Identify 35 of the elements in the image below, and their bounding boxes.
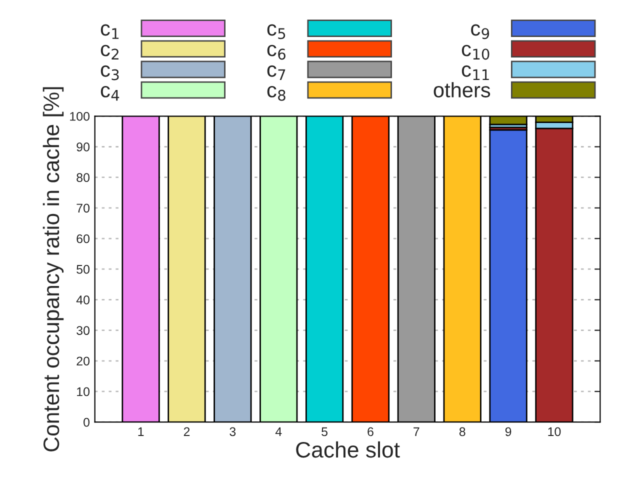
- x-tick-label: 10: [548, 427, 561, 436]
- x-axis-title: Cache slot: [296, 441, 400, 458]
- legend-label: c$_{11}$: [462, 65, 489, 80]
- x-tick-label: 3: [230, 427, 236, 436]
- y-tick-label: 20: [76, 356, 90, 366]
- y-tick-label: 50: [76, 264, 90, 274]
- x-tick-label: 7: [414, 427, 420, 436]
- y-tick-label: 10: [77, 387, 90, 396]
- legend-label: others: [434, 82, 490, 98]
- y-tick-label: 40: [76, 296, 90, 304]
- y-tick-label: 100: [70, 112, 90, 121]
- legend-label: c$_{7}$: [267, 65, 286, 80]
- legend-label: c$_{5}$: [267, 24, 286, 40]
- x-tick-label: 8: [459, 427, 466, 436]
- x-tick-label: 9: [505, 427, 512, 436]
- legend-label: c$_{1}$: [100, 24, 119, 39]
- legend-label: c$_{8}$: [267, 86, 286, 101]
- legend-label: c$_{3}$: [100, 65, 119, 80]
- y-axis-title: Content occupancy ratio in cache [%]: [42, 87, 64, 452]
- legend-label: c$_{10}$: [462, 44, 490, 60]
- legend-label: c$_{4}$: [100, 86, 120, 101]
- x-tick-label: 6: [368, 427, 374, 436]
- y-tick-label: 60: [76, 234, 90, 244]
- x-tick-label: 4: [275, 427, 282, 436]
- x-tick-label: 2: [184, 427, 190, 436]
- y-tick-label: 70: [76, 204, 90, 213]
- y-tick-label: 80: [76, 173, 90, 182]
- x-tick-label: 1: [138, 427, 144, 436]
- y-tick-label: 90: [76, 142, 90, 152]
- legend-label: c$_{9}$: [471, 24, 490, 40]
- legend-label: c$_{6}$: [267, 44, 286, 60]
- y-tick-label: 30: [76, 326, 90, 335]
- y-tick-label: 0: [84, 418, 90, 427]
- x-tick-label: 5: [322, 427, 328, 436]
- legend-label: c$_{2}$: [100, 44, 118, 60]
